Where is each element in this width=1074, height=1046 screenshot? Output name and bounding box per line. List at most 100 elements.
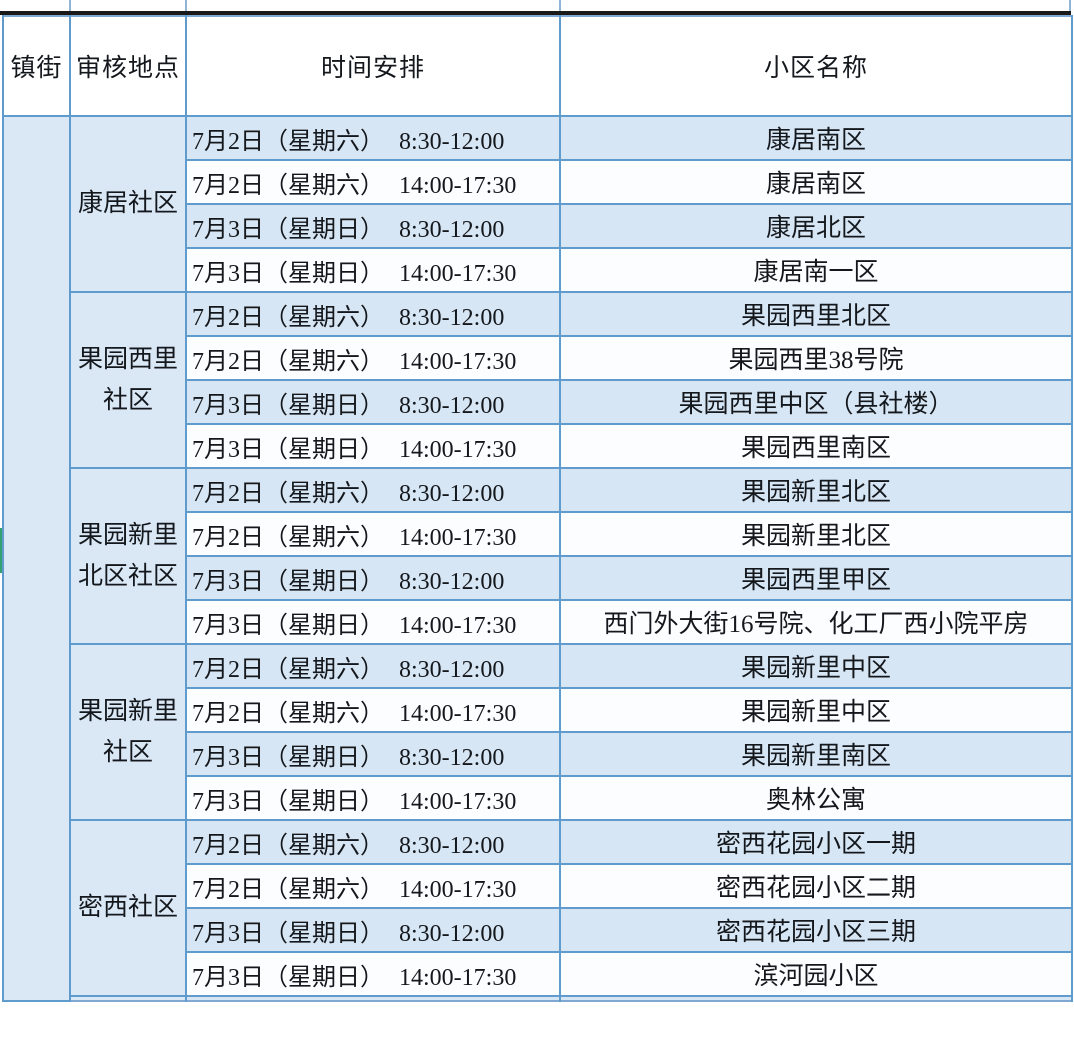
schedule-row: 7月3日（星期日） 8:30-12:00 密西花园小区三期: [3, 907, 1073, 953]
time-text: 8:30-12:00: [399, 304, 505, 331]
schedule-row: 7月3日（星期日） 8:30-12:00 果园西里甲区: [3, 555, 1073, 601]
time-slot-cell: 7月2日（星期六） 14:00-17:30: [185, 335, 561, 381]
time-slot-cell: 7月2日（星期六） 14:00-17:30: [185, 687, 561, 733]
time-slot-cell: [185, 995, 561, 1001]
time-text: 8:30-12:00: [399, 568, 505, 595]
community-name-cell: 果园西里38号院: [559, 335, 1073, 381]
audit-location-cell: 果园新里北区社区: [69, 467, 187, 645]
schedule-row: 密西社区 7月2日（星期六） 8:30-12:00 密西花园小区一期: [3, 819, 1073, 997]
audit-location-cell: [69, 995, 187, 1001]
time-slot-cell: 7月2日（星期六） 14:00-17:30: [185, 159, 561, 205]
time-slot-cell: 7月2日（星期六） 8:30-12:00: [185, 467, 561, 513]
time-slot-cell: 7月3日（星期日） 8:30-12:00: [185, 379, 561, 425]
date-text: 7月2日（星期六）: [192, 656, 384, 683]
community-name-cell: 果园新里中区: [559, 643, 1073, 689]
audit-schedule-table: 镇街 审核地点 时间安排 小区名称 康居社区 7月2日（星期六） 8:30-12:0…: [2, 15, 1073, 1002]
time-text: 14:00-17:30: [399, 612, 517, 639]
date-text: 7月2日（星期六）: [192, 832, 384, 859]
schedule-row-partial: [3, 995, 1073, 1001]
cut-gridline-stub: [559, 0, 561, 11]
date-text: 7月2日（星期六）: [192, 348, 384, 375]
time-text: 14:00-17:30: [399, 260, 517, 287]
community-name-cell: 密西花园小区二期: [559, 863, 1073, 909]
community-name-cell: 果园西里北区: [559, 291, 1073, 337]
schedule-row: 7月2日（星期六） 14:00-17:30 密西花园小区二期: [3, 863, 1073, 909]
community-name-cell: 果园西里甲区: [559, 555, 1073, 601]
time-text: 14:00-17:30: [399, 172, 517, 199]
time-text: 14:00-17:30: [399, 964, 517, 991]
time-text: 8:30-12:00: [399, 216, 505, 243]
header-schedule: 时间安排: [185, 16, 561, 117]
schedule-row: 康居社区 7月2日（星期六） 8:30-12:00 康居南区: [2, 115, 1073, 1002]
community-name-cell: 密西花园小区一期: [559, 819, 1073, 865]
community-name-cell: 果园新里中区: [559, 687, 1073, 733]
header-town: 镇街: [2, 16, 71, 117]
schedule-row: 7月3日（星期日） 8:30-12:00 康居北区: [3, 203, 1073, 249]
time-slot-cell: 7月3日（星期日） 8:30-12:00: [185, 555, 561, 601]
community-name-cell: 康居北区: [559, 203, 1073, 249]
schedule-row: 7月3日（星期日） 14:00-17:30 西门外大街16号院、化工厂西小院平房: [3, 599, 1073, 645]
time-slot-cell: 7月3日（星期日） 14:00-17:30: [185, 599, 561, 645]
schedule-row: 7月3日（星期日） 8:30-12:00 果园新里南区: [3, 731, 1073, 777]
schedule-row: 7月3日（星期日） 14:00-17:30 滨河园小区: [3, 951, 1073, 997]
schedule-row: 7月3日（星期日） 14:00-17:30 果园西里南区: [3, 423, 1073, 469]
date-text: 7月3日（星期日）: [192, 788, 384, 815]
header-community: 小区名称: [559, 16, 1073, 117]
schedule-row: 果园新里北区社区 7月2日（星期六） 8:30-12:00 果园新里北区: [3, 467, 1073, 645]
date-text: 7月2日（星期六）: [192, 876, 384, 903]
date-text: 7月3日（星期日）: [192, 612, 384, 639]
time-slot-cell: 7月2日（星期六） 14:00-17:30: [185, 511, 561, 557]
community-name-cell: 密西花园小区三期: [559, 907, 1073, 953]
date-text: 7月3日（星期日）: [192, 436, 384, 463]
date-text: 7月2日（星期六）: [192, 172, 384, 199]
cut-gridline-stub: [1069, 0, 1071, 11]
time-text: 8:30-12:00: [399, 920, 505, 947]
table-top-rule: [0, 11, 1071, 15]
time-text: 8:30-12:00: [399, 744, 505, 771]
time-slot-cell: 7月3日（星期日） 14:00-17:30: [185, 775, 561, 821]
schedule-row: 果园新里社区 7月2日（星期六） 8:30-12:00 果园新里中区: [3, 643, 1073, 821]
time-slot-cell: 7月3日（星期日） 14:00-17:30: [185, 247, 561, 293]
time-text: 14:00-17:30: [399, 436, 517, 463]
community-name-cell: 康居南区: [559, 115, 1073, 161]
audit-location-cell: 果园新里社区: [69, 643, 187, 821]
date-text: 7月2日（星期六）: [192, 700, 384, 727]
community-name-cell: 果园新里北区: [559, 511, 1073, 557]
time-text: 14:00-17:30: [399, 348, 517, 375]
date-text: 7月2日（星期六）: [192, 480, 384, 507]
time-slot-cell: 7月2日（星期六） 14:00-17:30: [185, 863, 561, 909]
schedule-row: 7月3日（星期日） 14:00-17:30 奥林公寓: [3, 775, 1073, 821]
time-text: 14:00-17:30: [399, 700, 517, 727]
schedule-row: 7月2日（星期六） 14:00-17:30 果园西里38号院: [3, 335, 1073, 381]
community-name-cell: 果园新里南区: [559, 731, 1073, 777]
date-text: 7月3日（星期日）: [192, 744, 384, 771]
community-name-cell: 果园新里北区: [559, 467, 1073, 513]
time-text: 8:30-12:00: [399, 832, 505, 859]
date-text: 7月3日（星期日）: [192, 964, 384, 991]
cut-gridline-stub: [185, 0, 187, 11]
time-text: 8:30-12:00: [399, 128, 505, 155]
header-location: 审核地点: [69, 16, 187, 117]
date-text: 7月3日（星期日）: [192, 260, 384, 287]
community-name-cell: 滨河园小区: [559, 951, 1073, 997]
time-slot-cell: 7月3日（星期日） 8:30-12:00: [185, 203, 561, 249]
audit-location-cell: 果园西里社区: [69, 291, 187, 469]
community-name-cell: 西门外大街16号院、化工厂西小院平房: [559, 599, 1073, 645]
town-merged-cell: [2, 115, 71, 1002]
time-text: 8:30-12:00: [399, 656, 505, 683]
date-text: 7月2日（星期六）: [192, 524, 384, 551]
time-text: 8:30-12:00: [399, 392, 505, 419]
time-slot-cell: 7月2日（星期六） 8:30-12:00: [185, 115, 561, 161]
time-slot-cell: 7月3日（星期日） 8:30-12:00: [185, 907, 561, 953]
date-text: 7月3日（星期日）: [192, 920, 384, 947]
date-text: 7月3日（星期日）: [192, 216, 384, 243]
community-name-cell: 奥林公寓: [559, 775, 1073, 821]
date-text: 7月2日（星期六）: [192, 304, 384, 331]
audit-location-cell: 康居社区: [69, 115, 187, 293]
audit-location-cell: 密西社区: [69, 819, 187, 997]
time-slot-cell: 7月3日（星期日） 14:00-17:30: [185, 423, 561, 469]
cut-gridline-stub: [69, 0, 71, 11]
community-name-cell: [559, 995, 1073, 1001]
time-slot-cell: 7月2日（星期六） 8:30-12:00: [185, 291, 561, 337]
